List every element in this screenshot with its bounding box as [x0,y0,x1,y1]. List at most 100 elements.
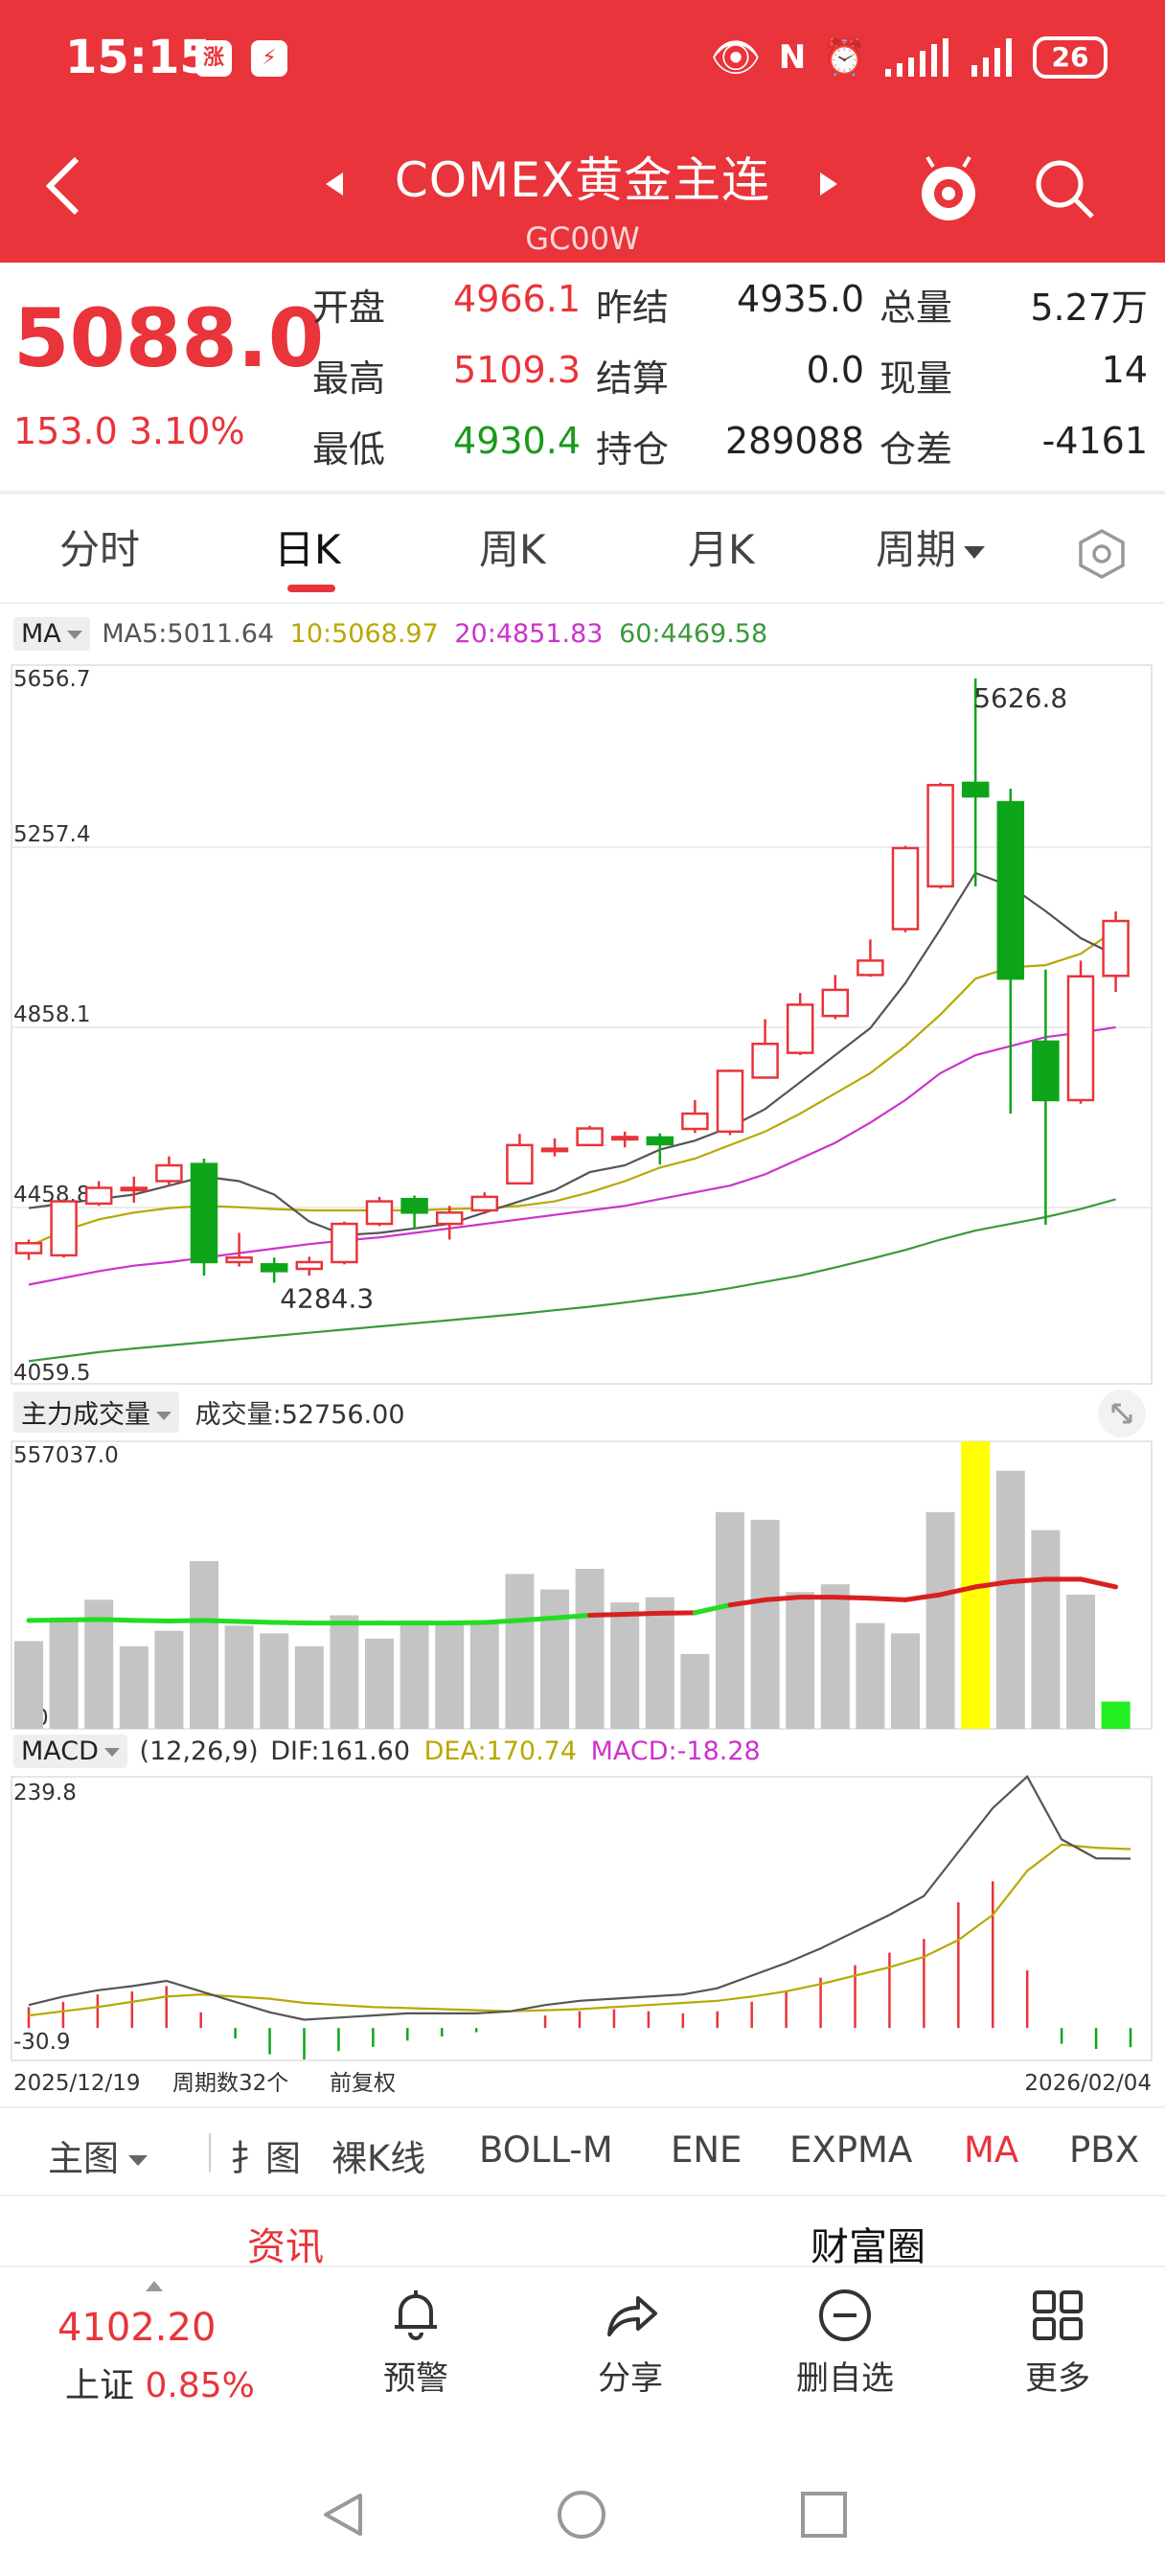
volume-ma-segment [727,1597,768,1608]
volume-bar [610,1602,640,1729]
main-chart-selector[interactable]: 主图 [48,2129,148,2181]
signal-icon-2 [971,38,1012,77]
candle [260,1263,288,1273]
candle [120,1186,148,1192]
prev-settle-label: 昨结 [596,287,670,329]
price-tick-label: 4858.1 [13,1002,90,1027]
tab-weekly-k[interactable]: 周K [479,526,546,573]
nfc-icon: N [778,38,807,77]
search-icon[interactable] [1031,155,1098,222]
volume-bar [856,1622,885,1729]
system-home-icon[interactable] [558,2491,605,2539]
tab-wealth-circle[interactable]: 财富圈 [811,2225,925,2269]
price-tick-label: 4059.5 [13,1361,90,1386]
indicator-naked-k[interactable]: 裸K线 [331,2138,426,2179]
volume-legend: 主力成交量 成交量:52756.00 [13,1392,405,1433]
nav-share[interactable]: 分享 [554,2287,707,2399]
candle [295,1260,324,1271]
indicator-boll-m[interactable]: BOLL-M [479,2129,613,2171]
volume-selector[interactable]: 主力成交量 [13,1392,179,1433]
volume-bar [1031,1530,1061,1729]
system-recents-icon[interactable] [801,2492,847,2538]
main-chart-label: 主图 [48,2138,119,2179]
nav-more[interactable]: 更多 [981,2287,1134,2399]
nav-more-label: 更多 [1025,2359,1090,2398]
tab-period-label: 周期 [876,526,957,573]
back-button[interactable] [38,151,96,220]
candle [716,1070,744,1134]
volume-bar [540,1589,569,1729]
settle-label: 结算 [596,357,670,400]
volume-ma-segment [96,1617,137,1623]
grid-icon [1033,2290,1083,2340]
expand-icon[interactable] [1096,1388,1148,1439]
robot-assistant-icon[interactable] [910,151,987,228]
indicator-pbx[interactable]: PBX [1069,2129,1140,2171]
tab-news[interactable]: 资讯 [247,2225,324,2269]
macd-value: MACD:-18.28 [590,1736,761,1766]
candle [1102,919,1130,978]
volume-ma-segment [1008,1576,1048,1585]
low-label: 最低 [312,428,386,471]
candle [331,1222,358,1264]
ma-legend: MA MA5:5011.64 10:5068.97 20:4851.83 60:… [13,617,767,651]
tab-daily-k[interactable]: 日K [274,526,341,573]
next-contract-arrow[interactable] [820,172,837,196]
volume-bar [365,1638,394,1729]
nav-remove-label: 删自选 [796,2359,894,2398]
indicator-expma[interactable]: EXPMA [789,2129,913,2171]
candle [400,1197,428,1214]
volume-ma-segment [26,1617,67,1623]
kline-chart-area[interactable]: MA MA5:5011.64 10:5068.97 20:4851.83 60:… [0,602,1165,2106]
candle [576,1127,604,1147]
system-back-icon[interactable] [324,2494,362,2536]
candle [891,846,920,931]
nav-remove-watchlist[interactable]: 删自选 [768,2287,922,2399]
ma-selector[interactable]: MA [13,617,90,651]
volume-ma-segment [552,1613,593,1621]
bell-icon [395,2290,437,2340]
divider [0,491,1165,494]
chevron-down-icon [103,1748,120,1757]
prev-settle-value: 4935.0 [737,278,864,320]
index-price[interactable]: 4102.20 [57,2306,217,2350]
indicator-subchart[interactable]: 扌图 [230,2138,301,2179]
volume-bar [469,1622,499,1729]
ma60-line [28,1198,1116,1363]
volume-bar [1101,1701,1131,1729]
volume-selector-label: 主力成交量 [21,1400,150,1430]
nav-alert[interactable]: 预警 [339,2287,492,2399]
battery-indicator: 26 [1033,36,1108,79]
volume-tick-label: 557037.0 [13,1443,119,1468]
bottom-nav: 4102.20 上证 0.85% 预警 分享 删自选 更多 [0,2266,1165,2405]
indicator-ma[interactable]: MA [964,2129,1019,2171]
current-volume-value: 14 [1101,349,1148,391]
volume-bar [190,1560,218,1729]
ma60-value: 60:4469.58 [619,619,768,649]
candle [610,1136,639,1141]
candle [751,1042,779,1079]
price-tick-label: 5656.7 [13,667,90,692]
volume-ma-segment [622,1610,663,1617]
prev-contract-arrow[interactable] [326,172,343,196]
tab-monthly-k[interactable]: 月K [688,526,755,573]
contract-title: COMEX黄金主连 [394,152,771,208]
settings-hexagon-icon[interactable] [1075,527,1129,581]
alarm-icon: ⏰ [823,38,866,78]
candle [155,1163,183,1183]
period-tabs: 分时 日K 周K 月K 周期 [0,494,1165,604]
tab-period-dropdown[interactable]: 周期 [876,518,986,576]
tab-intraday[interactable]: 分时 [59,526,141,573]
active-tab-underline [287,585,335,592]
quote-panel: 5088.0 153.0 3.10% 开盘 4966.1 昨结 4935.0 总… [0,263,1165,493]
up-arrow-icon [146,2281,163,2291]
chevron-down-icon [156,1412,171,1420]
volume-ma-segment [938,1584,978,1598]
price-panel-frame [11,664,1153,1385]
macd-selector[interactable]: MACD [13,1735,127,1768]
index-label[interactable]: 上证 0.85% [65,2358,255,2407]
indicator-ene[interactable]: ENE [671,2129,742,2171]
price-tick-label: 5257.4 [13,822,90,847]
status-icons: 👁 N ⏰ 26 [710,33,1108,82]
ma5-value: MA5:5011.64 [102,619,275,649]
